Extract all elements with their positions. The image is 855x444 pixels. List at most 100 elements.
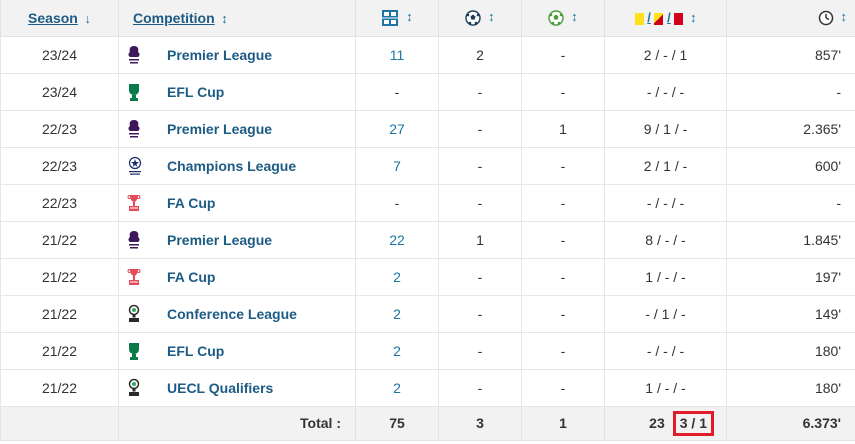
- assists-cell: -: [521, 257, 605, 296]
- goals-cell: -: [438, 146, 522, 185]
- appearances-value[interactable]: 7: [393, 157, 401, 174]
- yellow-card-icon: [634, 12, 644, 25]
- competition-cell[interactable]: Conference League: [118, 294, 356, 333]
- season-cell: 22/23: [0, 109, 119, 148]
- table-row: 22/23 FA Cup - - - - / - / --: [0, 183, 855, 222]
- competition-link[interactable]: EFL Cup: [167, 83, 225, 100]
- competition-cell[interactable]: Premier League: [118, 35, 356, 74]
- appearances-value: -: [394, 83, 400, 100]
- goals-cell: -: [438, 257, 522, 296]
- competition-cell[interactable]: Premier League: [118, 220, 356, 259]
- minutes-cell: 857': [726, 35, 855, 74]
- season-cell: 21/22: [0, 220, 119, 259]
- competition-link[interactable]: FA Cup: [167, 268, 216, 285]
- season-cell: 21/22: [0, 368, 119, 407]
- minutes-cell: 180': [726, 368, 855, 407]
- appearances-cell[interactable]: 2: [355, 368, 439, 407]
- assists-cell: -: [521, 72, 605, 111]
- minutes-cell: 2.365': [726, 109, 855, 148]
- cards-separator: /: [647, 10, 651, 26]
- assists-cell: -: [521, 183, 605, 222]
- appearances-header[interactable]: ↕: [355, 0, 439, 37]
- sort-icon: ↕: [221, 10, 228, 26]
- premier-league-logo: [127, 119, 143, 139]
- minutes-header[interactable]: ↕: [726, 0, 855, 37]
- goals-cell: 1: [438, 220, 522, 259]
- minutes-cell: 180': [726, 331, 855, 370]
- cards-header[interactable]: / / ↕: [604, 0, 727, 37]
- cards-separator: /: [667, 10, 671, 26]
- sort-icon: ↕: [840, 9, 848, 25]
- season-sort-link[interactable]: Season: [28, 9, 78, 26]
- appearances-cell[interactable]: 27: [355, 109, 439, 148]
- competition-cell[interactable]: FA Cup: [118, 257, 356, 296]
- cards-cell: 2 / 1 / -: [604, 146, 727, 185]
- competition-cell[interactable]: Premier League: [118, 109, 356, 148]
- competition-link[interactable]: Premier League: [167, 120, 273, 137]
- goals-cell: 2: [438, 35, 522, 74]
- table-row: 21/22 EFL Cup 2- - - / - / -180': [0, 331, 855, 370]
- cards-cell: 2 / - / 1: [604, 35, 727, 74]
- competition-cell[interactable]: UECL Qualifiers: [118, 368, 356, 407]
- assist-icon: [548, 10, 565, 26]
- competition-link[interactable]: Premier League: [167, 46, 273, 63]
- appearances-cell[interactable]: 2: [355, 257, 439, 296]
- efl-cup-logo: [127, 341, 143, 361]
- appearances-value[interactable]: 11: [389, 46, 405, 63]
- competition-header[interactable]: Competition ↕: [118, 0, 356, 37]
- table-row: 22/23 Premier League 27 -1 9 / 1 / -2.365': [0, 109, 855, 148]
- competition-link[interactable]: EFL Cup: [167, 342, 225, 359]
- appearances-value[interactable]: 27: [389, 120, 405, 137]
- appearances-value[interactable]: 2: [393, 379, 401, 396]
- sort-icon: ↕: [689, 10, 697, 26]
- conference-league-logo: [127, 378, 143, 398]
- competition-sort-link[interactable]: Competition: [133, 9, 215, 26]
- assists-header[interactable]: ↕: [521, 0, 605, 37]
- total-minutes: 6.373': [726, 405, 855, 441]
- cards-cell: - / - / -: [604, 183, 727, 222]
- total-apps: 75: [355, 405, 439, 441]
- goals-cell: -: [438, 331, 522, 370]
- appearances-cell[interactable]: 11: [355, 35, 439, 74]
- competition-cell[interactable]: Champions League: [118, 146, 356, 185]
- clock-icon: [818, 10, 834, 26]
- sort-down-icon: ↓: [84, 10, 91, 26]
- appearances-value[interactable]: 2: [393, 342, 401, 359]
- appearances-value[interactable]: 2: [393, 305, 401, 322]
- total-cards: 23 3 / 1: [604, 405, 727, 441]
- cards-cell: - / - / -: [604, 72, 727, 111]
- appearances-value[interactable]: 2: [393, 268, 401, 285]
- season-cell: 23/24: [0, 72, 119, 111]
- appearances-cell[interactable]: 2: [355, 294, 439, 333]
- appearances-cell[interactable]: 22: [355, 220, 439, 259]
- competition-link[interactable]: Premier League: [167, 231, 273, 248]
- cards-cell: - / 1 / -: [604, 294, 727, 333]
- minutes-cell: -: [726, 72, 855, 111]
- competition-cell[interactable]: FA Cup: [118, 183, 356, 222]
- appearances-cell[interactable]: 7: [355, 146, 439, 185]
- table-row: 22/23 Champions League 7- -2 / 1 / -600': [0, 146, 855, 185]
- competition-link[interactable]: FA Cup: [167, 194, 216, 211]
- competition-cell[interactable]: EFL Cup: [118, 72, 356, 111]
- table-row: 21/22 FA Cup 2- -1 / - / -197': [0, 257, 855, 296]
- goals-cell: -: [438, 72, 522, 111]
- competition-cell[interactable]: EFL Cup: [118, 331, 356, 370]
- table-header-row: Season ↓ Competition ↕ ↕: [0, 0, 855, 37]
- competition-link[interactable]: Champions League: [167, 157, 297, 174]
- minutes-cell: -: [726, 183, 855, 222]
- conference-league-logo: [127, 304, 143, 324]
- minutes-cell: 600': [726, 146, 855, 185]
- football-icon: [465, 10, 482, 26]
- total-yellow-cards: 23: [649, 414, 665, 431]
- season-header[interactable]: Season ↓: [0, 0, 119, 37]
- competition-link[interactable]: Conference League: [167, 305, 297, 322]
- competition-link[interactable]: UECL Qualifiers: [167, 379, 274, 396]
- appearances-value[interactable]: 22: [389, 231, 405, 248]
- season-cell: 21/22: [0, 294, 119, 333]
- season-cell: 21/22: [0, 331, 119, 370]
- goals-header[interactable]: ↕: [438, 0, 522, 37]
- goals-cell: -: [438, 109, 522, 148]
- minutes-cell: 1.845': [726, 220, 855, 259]
- appearances-cell[interactable]: 2: [355, 331, 439, 370]
